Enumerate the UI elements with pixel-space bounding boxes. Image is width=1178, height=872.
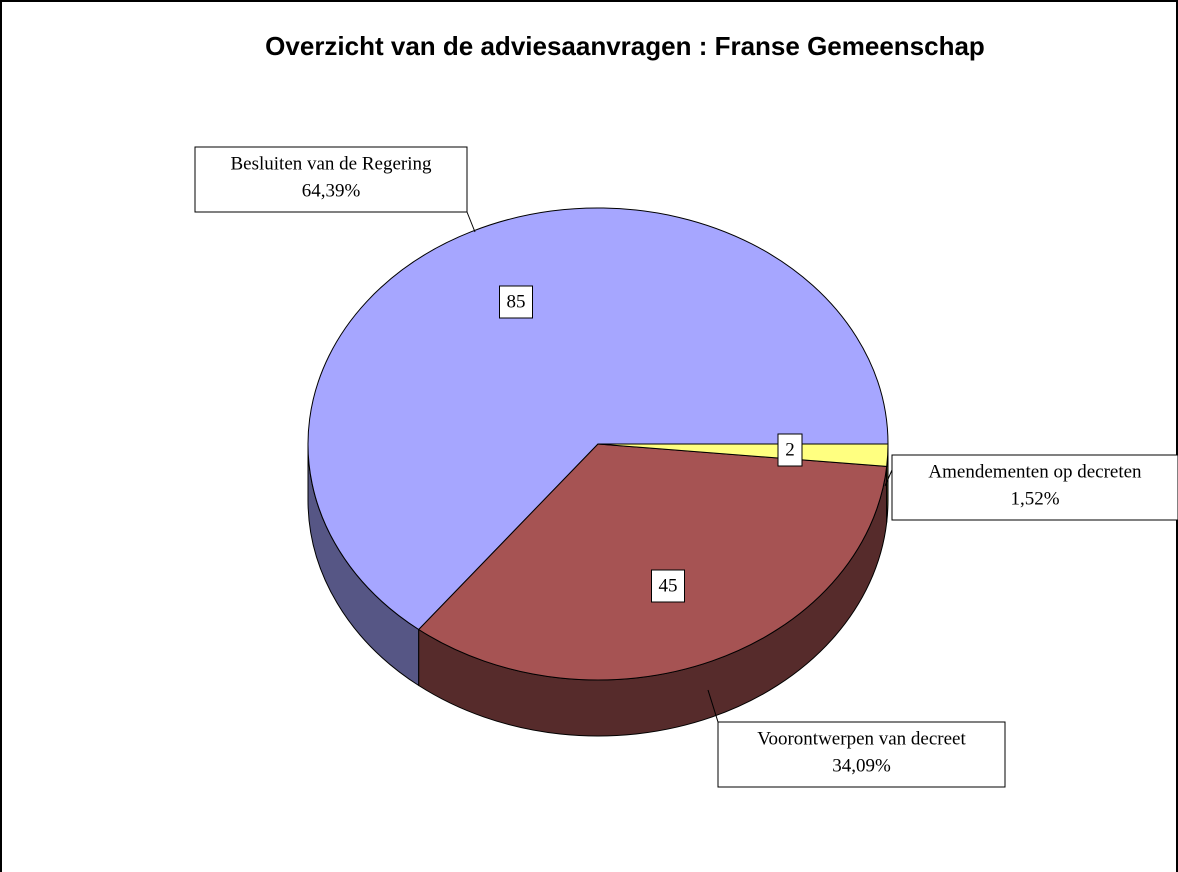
leader-line	[884, 469, 893, 487]
chart-title: Overzicht van de adviesaanvragen : Frans…	[265, 31, 985, 61]
value-label-box	[499, 285, 533, 319]
pie-slice	[597, 443, 889, 467]
value-label-box	[651, 569, 685, 603]
pie-slice	[307, 207, 889, 631]
value-label: 2	[785, 439, 795, 460]
pie-slice	[417, 443, 888, 681]
leader-line	[707, 689, 719, 723]
category-label-box	[717, 721, 1006, 788]
value-label: 45	[659, 575, 678, 596]
category-label: Besluiten van de Regering	[230, 153, 432, 174]
leader-line	[466, 211, 476, 233]
percentage-label: 34,09%	[832, 755, 891, 776]
value-label-box	[777, 433, 803, 467]
percentage-label: 64,39%	[302, 180, 361, 201]
category-label-box	[891, 454, 1178, 521]
category-label: Amendementen op decreten	[928, 461, 1142, 482]
value-label: 85	[507, 291, 526, 312]
category-label: Voorontwerpen van decreet	[757, 728, 966, 749]
category-label-box	[194, 146, 468, 213]
percentage-label: 1,52%	[1010, 488, 1059, 509]
